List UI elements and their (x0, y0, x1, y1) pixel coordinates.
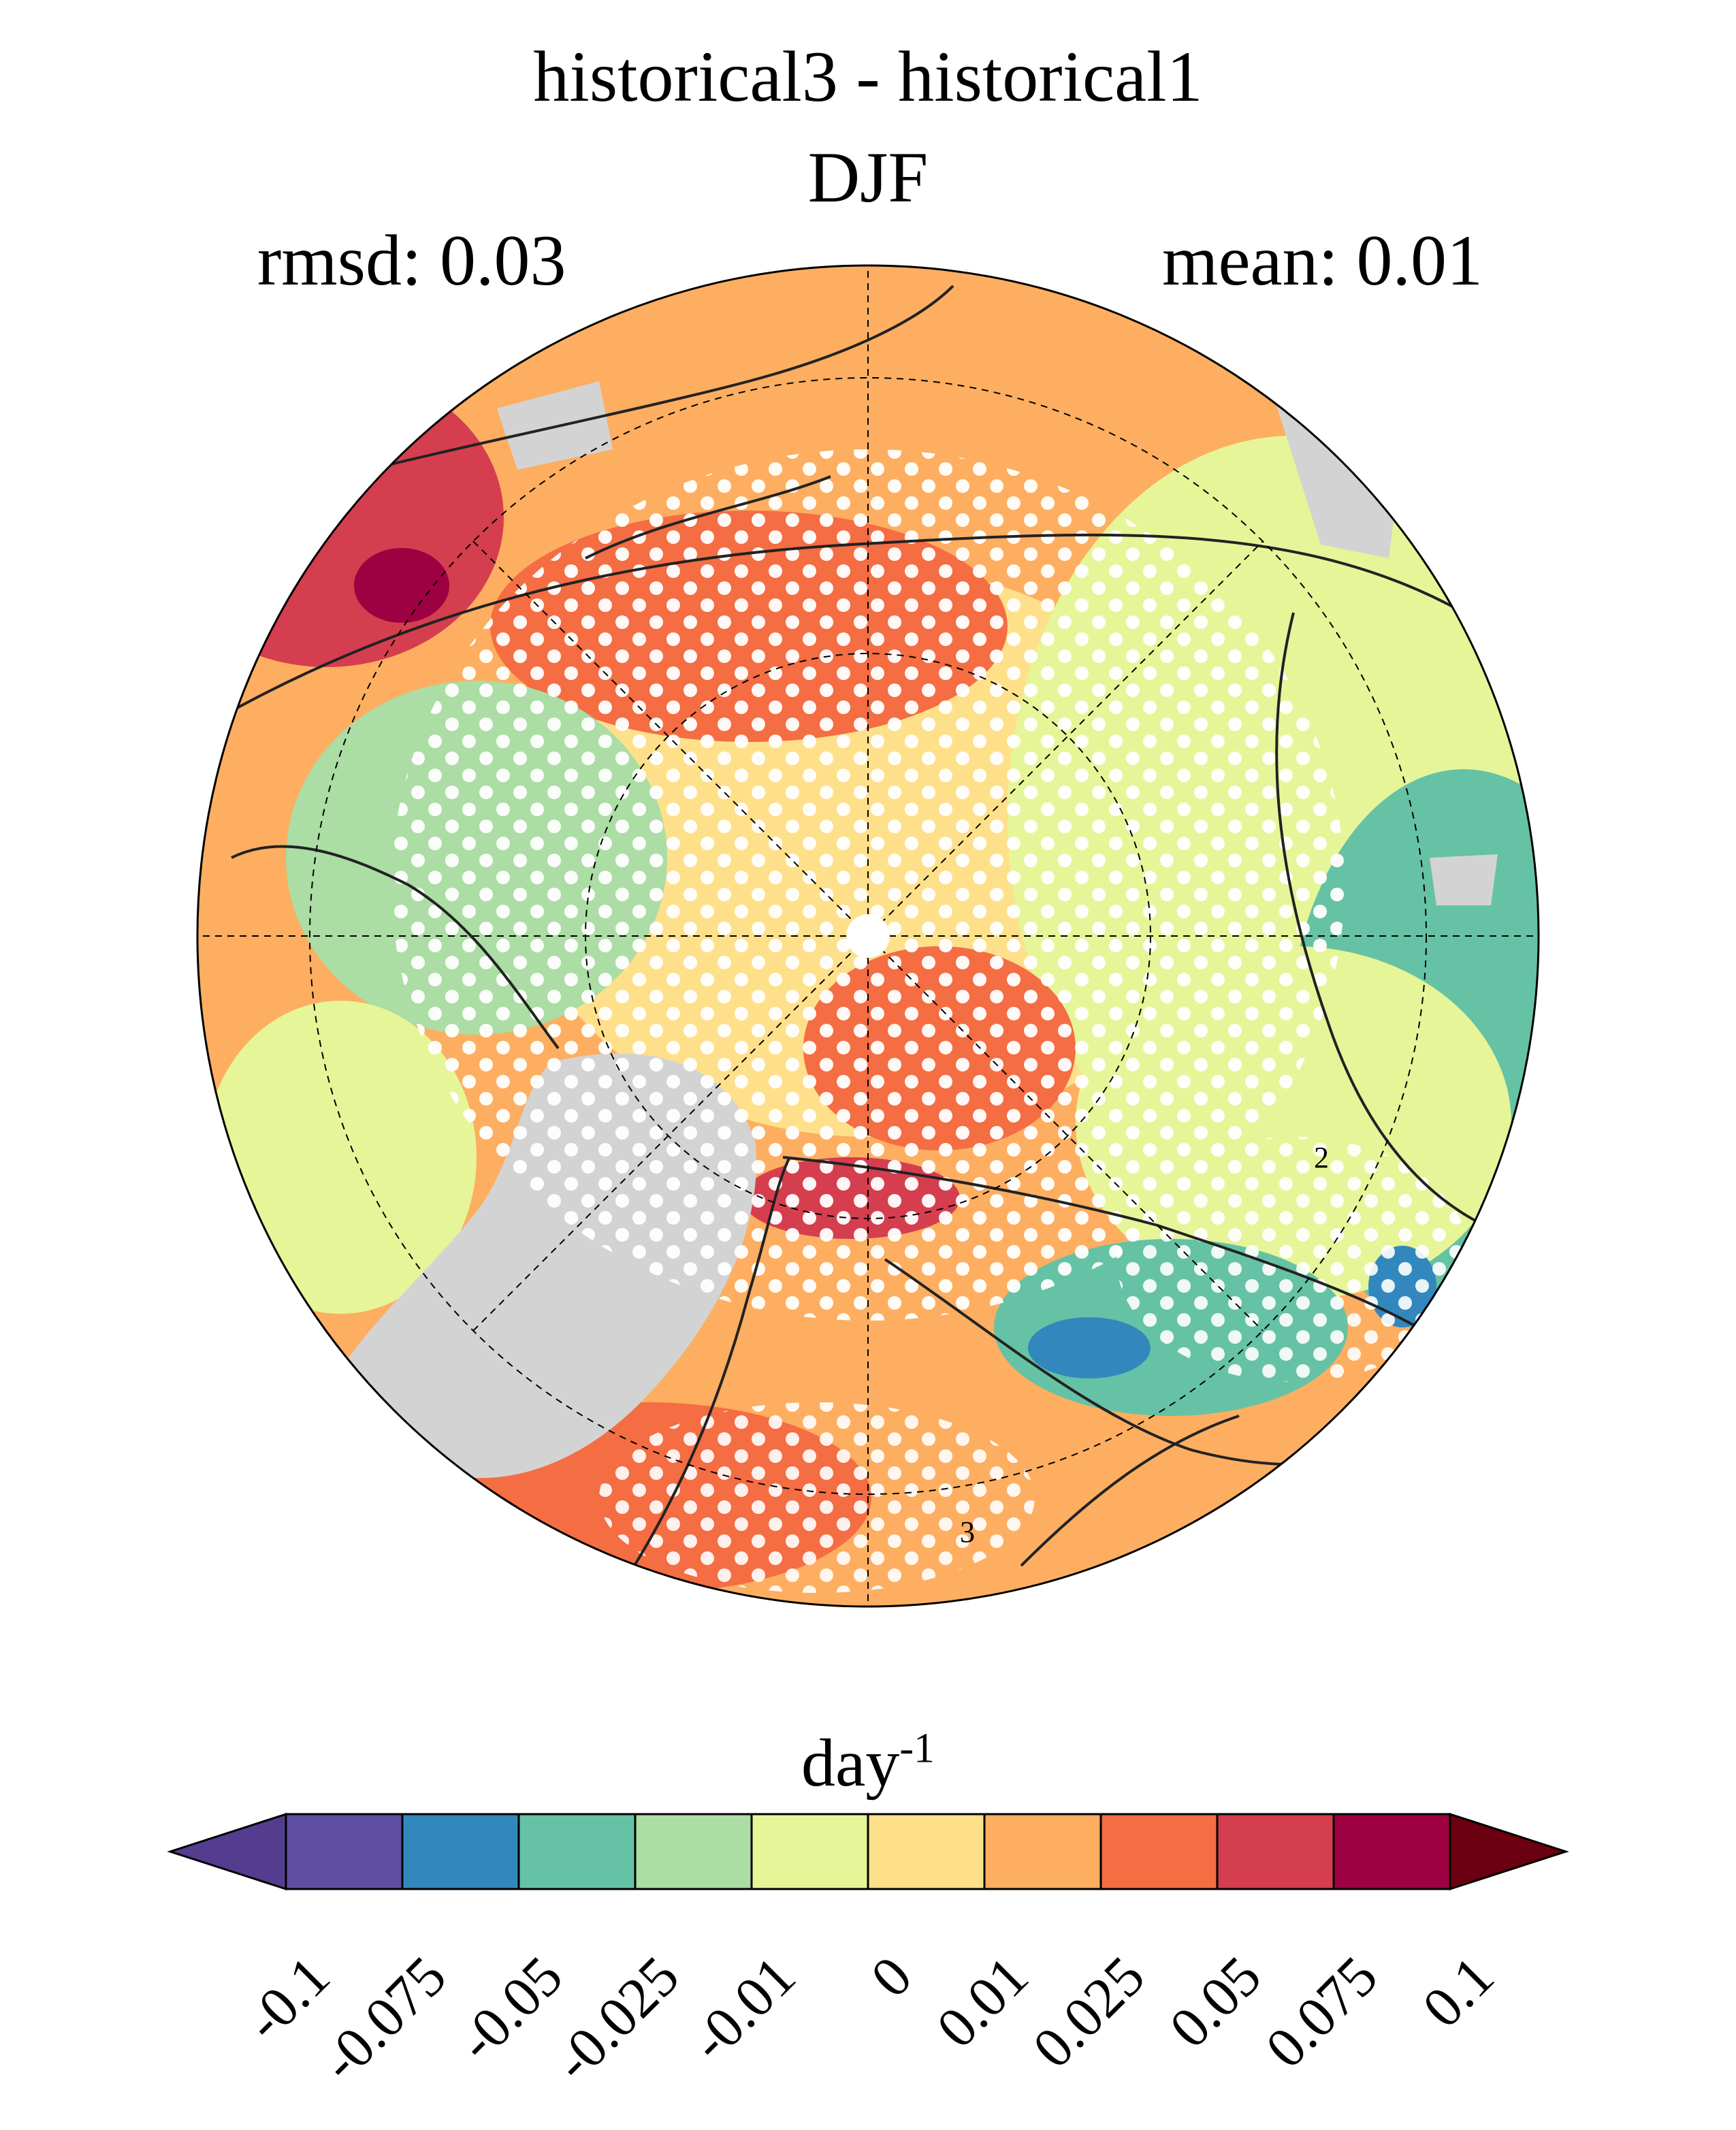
colorbar-tick-label: -0.01 (678, 1944, 808, 2073)
colorbar-tick-label: -0.025 (542, 1944, 692, 2094)
colorbar-cell-8 (1216, 1813, 1335, 1890)
plot-title: historical3 - historical1 (533, 37, 1203, 116)
mean-label: mean: 0.01 (1162, 221, 1483, 300)
contour-lines (224, 285, 1485, 1601)
pole-hole (846, 914, 890, 958)
land-mask-east (1430, 854, 1498, 905)
contour-label-3: 3 (960, 1515, 975, 1549)
alaska-patch (204, 1001, 477, 1314)
colorbar-cells (167, 1812, 1569, 1891)
colorbar-cell-7 (1099, 1813, 1219, 1890)
colorbar-tick-label: -0.075 (309, 1944, 459, 2094)
strong-negative-patch (1028, 1317, 1151, 1378)
contour-label-2: 2 (1314, 1141, 1329, 1174)
colorbar-cell-2 (517, 1813, 637, 1890)
colorbar-under-triangle (167, 1812, 287, 1891)
colorbar-cell-4 (750, 1813, 869, 1890)
polar-map: 2 3 (196, 264, 1540, 1608)
rmsd-label: rmsd: 0.03 (257, 221, 566, 300)
colorbar-tick-label: 0.05 (1157, 1944, 1274, 2061)
colorbar-tick-label: 0.1 (1411, 1944, 1507, 2040)
season-subtitle: DJF (807, 138, 929, 217)
colorbar-cell-5 (867, 1813, 986, 1890)
units-base: day (801, 1725, 900, 1801)
colorbar-cell-3 (634, 1813, 753, 1890)
stippling-south (599, 1402, 1035, 1593)
map-field (197, 265, 1539, 1607)
colorbar-cell-0 (285, 1813, 404, 1890)
colorbar-cell-6 (983, 1813, 1102, 1890)
colorbar-tick-label: 0.01 (925, 1944, 1041, 2061)
max-positive-spot (354, 548, 449, 623)
colorbar-cell-1 (401, 1813, 520, 1890)
colorbar-tick-label: 0 (858, 1944, 925, 2010)
colorbar-over-triangle (1449, 1812, 1569, 1891)
colorbar-tick-label: 0.075 (1253, 1944, 1390, 2080)
stippling-southeast (1116, 1137, 1470, 1382)
colorbar-tick-label: 0.025 (1020, 1944, 1157, 2080)
map-boundary (196, 264, 1540, 1608)
colorbar-units: day-1 (0, 1725, 1736, 1797)
colorbar-cell-9 (1332, 1813, 1451, 1890)
greenland-sea-patch (197, 368, 504, 667)
units-exponent: -1 (899, 1725, 935, 1772)
land-mask-north (497, 381, 613, 470)
